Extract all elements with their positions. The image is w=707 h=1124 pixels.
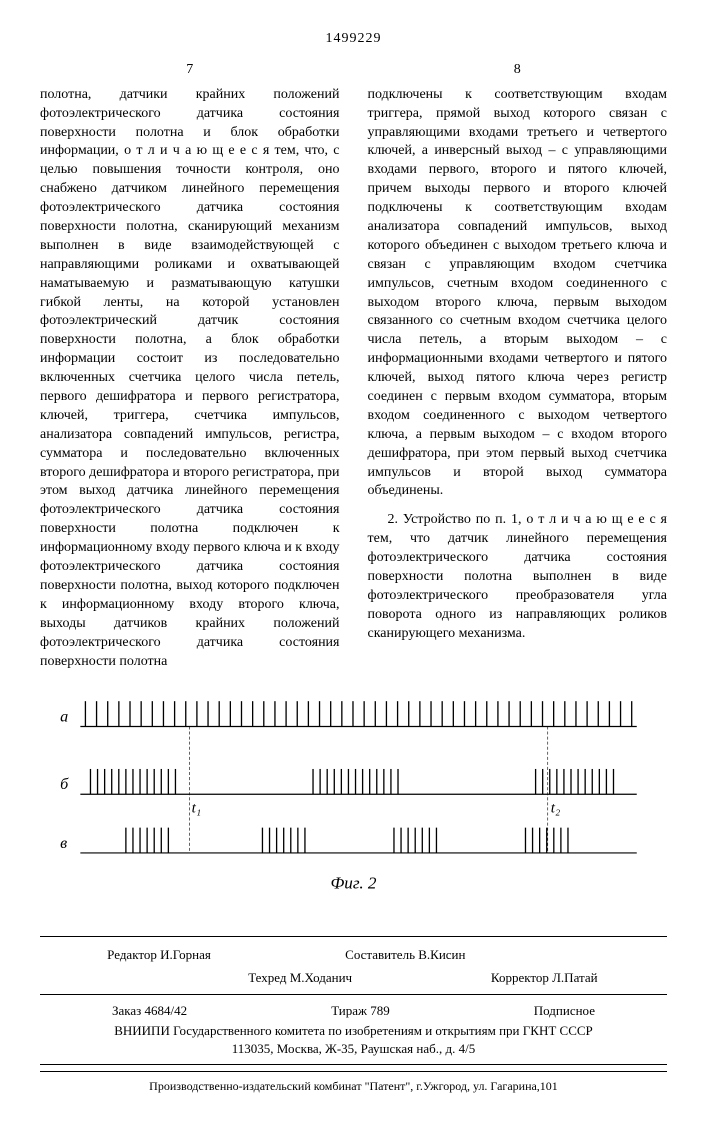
right-col-p1: подключены к соответствующим входам триг… (368, 86, 668, 502)
trace-b (90, 769, 613, 794)
footer-row2: Заказ 4684/42 Тираж 789 Подписное (40, 999, 667, 1023)
left-col-text: полотна, датчики крайних положений фотоэ… (40, 86, 340, 672)
bottom-publisher: Производственно-издательский комбинат "П… (40, 1071, 667, 1094)
compiler: Составитель В.Кисин (345, 946, 465, 964)
trace-a (85, 702, 631, 727)
text-columns: 7 полотна, датчики крайних положений фот… (40, 61, 667, 672)
corrector: Корректор Л.Патай (491, 969, 598, 987)
org: ВНИИПИ Государственного комитета по изоб… (40, 1022, 667, 1040)
left-column: 7 полотна, датчики крайних положений фот… (40, 61, 340, 672)
order: Заказ 4684/42 (112, 1002, 187, 1020)
left-col-num: 7 (40, 61, 340, 80)
figure-caption: Фиг. 2 (330, 874, 376, 893)
t2-label: t₂ (551, 800, 560, 817)
address: 113035, Москва, Ж-35, Раушская наб., д. … (40, 1040, 667, 1058)
label-a: а (60, 709, 68, 726)
tirage: Тираж 789 (331, 1002, 390, 1020)
figure-2: а б t₁ t₂ в Фиг. 2 (50, 686, 657, 915)
right-column: 8 подключены к соответствующим входам тр… (368, 61, 668, 672)
editor: Редактор И.Горная (107, 946, 211, 964)
techred: Техред М.Ходанич (248, 969, 352, 987)
trace-c (126, 828, 568, 853)
subscription: Подписное (534, 1002, 595, 1020)
right-col-p2: 2. Устройство по п. 1, о т л и ч а ю щ е… (368, 511, 668, 643)
right-col-num: 8 (368, 61, 668, 80)
figure-svg: а б t₁ t₂ в Фиг. 2 (50, 686, 657, 909)
label-b: б (60, 777, 69, 794)
footer-row1: Редактор И.Горная Составитель В.Кисин (40, 943, 667, 967)
label-c: в (60, 835, 67, 852)
t1-label: t₁ (192, 800, 201, 817)
footer-row1b: Техред М.Ходанич Корректор Л.Патай (40, 966, 667, 990)
footer: Редактор И.Горная Составитель В.Кисин Те… (40, 936, 667, 1065)
doc-number: 1499229 (40, 30, 667, 49)
